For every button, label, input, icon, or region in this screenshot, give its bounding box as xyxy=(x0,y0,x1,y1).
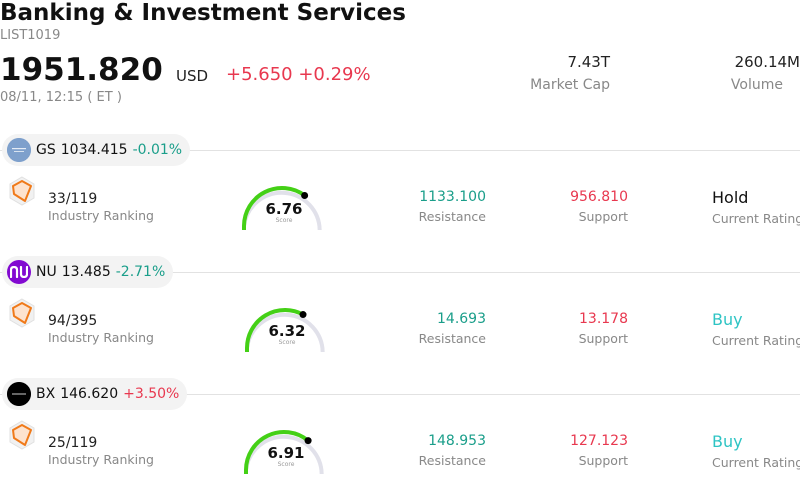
current-rating-value: Buy xyxy=(712,432,743,451)
ranking-icon xyxy=(8,176,36,206)
ranking-icon xyxy=(8,298,36,328)
ticker-symbol: BX xyxy=(36,386,56,402)
section-divider xyxy=(0,150,800,151)
score-value: 6.76 xyxy=(265,200,303,218)
resistance-label: Resistance xyxy=(418,453,486,468)
ticker-price: 146.620 xyxy=(60,386,119,402)
industry-rank-label: Industry Ranking xyxy=(48,452,154,467)
section-divider xyxy=(0,272,800,273)
index-change: +5.650 +0.29% xyxy=(226,64,371,85)
current-rating-value: Buy xyxy=(712,310,743,329)
score-gauge xyxy=(245,302,331,373)
index-price: 1951.820 xyxy=(0,52,163,88)
score-label: Score xyxy=(278,339,296,346)
score-label: Score xyxy=(275,217,293,224)
list-id: LIST1019 xyxy=(0,28,61,43)
support-label: Support xyxy=(578,453,628,468)
ticker-pill-gs[interactable]: GS 1034.415 -0.01% xyxy=(2,134,191,166)
ticker-change: +3.50% xyxy=(123,386,180,402)
gauge-needle-dot xyxy=(299,311,307,319)
nu-logo xyxy=(7,260,31,284)
gauge-needle-dot xyxy=(304,437,312,445)
ranking-icon xyxy=(8,420,36,450)
page-title: Banking & Investment Services xyxy=(0,0,406,26)
industry-rank-value: 94/395 xyxy=(48,313,98,329)
ticker-pill-nu[interactable]: NU 13.485 -2.71% xyxy=(2,256,174,288)
industry-rank-value: 33/119 xyxy=(48,191,98,207)
current-rating-label: Current Rating xyxy=(712,333,800,348)
industry-rank-label: Industry Ranking xyxy=(48,208,154,223)
market-cap-value: 7.43T xyxy=(567,53,610,71)
volume-value: 260.14M xyxy=(734,53,800,71)
ticker-change: -0.01% xyxy=(132,142,183,158)
timestamp: 08/11, 12:15 ( ET ) xyxy=(0,90,122,105)
score-gauge xyxy=(244,424,330,488)
industry-rank-value: 25/119 xyxy=(48,435,98,451)
support-label: Support xyxy=(578,209,628,224)
resistance-value: 148.953 xyxy=(428,433,486,449)
support-value: 127.123 xyxy=(570,433,628,449)
score-label: Score xyxy=(277,461,295,468)
goldman-sachs-logo xyxy=(7,138,31,162)
ticker-change: -2.71% xyxy=(115,264,166,280)
support-label: Support xyxy=(578,331,628,346)
score-value: 6.91 xyxy=(267,444,305,462)
support-value: 13.178 xyxy=(579,311,628,327)
gauge-needle-dot xyxy=(301,191,309,199)
volume-label: Volume xyxy=(730,77,783,93)
market-cap-label: Market Cap xyxy=(530,77,610,93)
support-value: 956.810 xyxy=(570,189,628,205)
industry-rank-label: Industry Ranking xyxy=(48,330,154,345)
current-rating-label: Current Rating xyxy=(712,211,800,226)
score-value: 6.32 xyxy=(268,322,306,340)
blackstone-logo xyxy=(7,382,31,406)
current-rating-label: Current Rating xyxy=(712,455,800,470)
currency-label: USD xyxy=(176,67,209,85)
ticker-price: 1034.415 xyxy=(60,142,128,158)
ticker-pill-bx[interactable]: BX 146.620 +3.50% xyxy=(2,378,188,410)
section-divider xyxy=(0,394,800,395)
ticker-symbol: GS xyxy=(36,142,56,158)
current-rating-value: Hold xyxy=(712,188,749,207)
resistance-value: 1133.100 xyxy=(419,189,486,205)
resistance-label: Resistance xyxy=(418,209,486,224)
resistance-label: Resistance xyxy=(418,331,486,346)
ticker-symbol: NU xyxy=(36,264,57,280)
score-gauge xyxy=(242,180,328,251)
resistance-value: 14.693 xyxy=(437,311,486,327)
ticker-price: 13.485 xyxy=(61,264,111,280)
